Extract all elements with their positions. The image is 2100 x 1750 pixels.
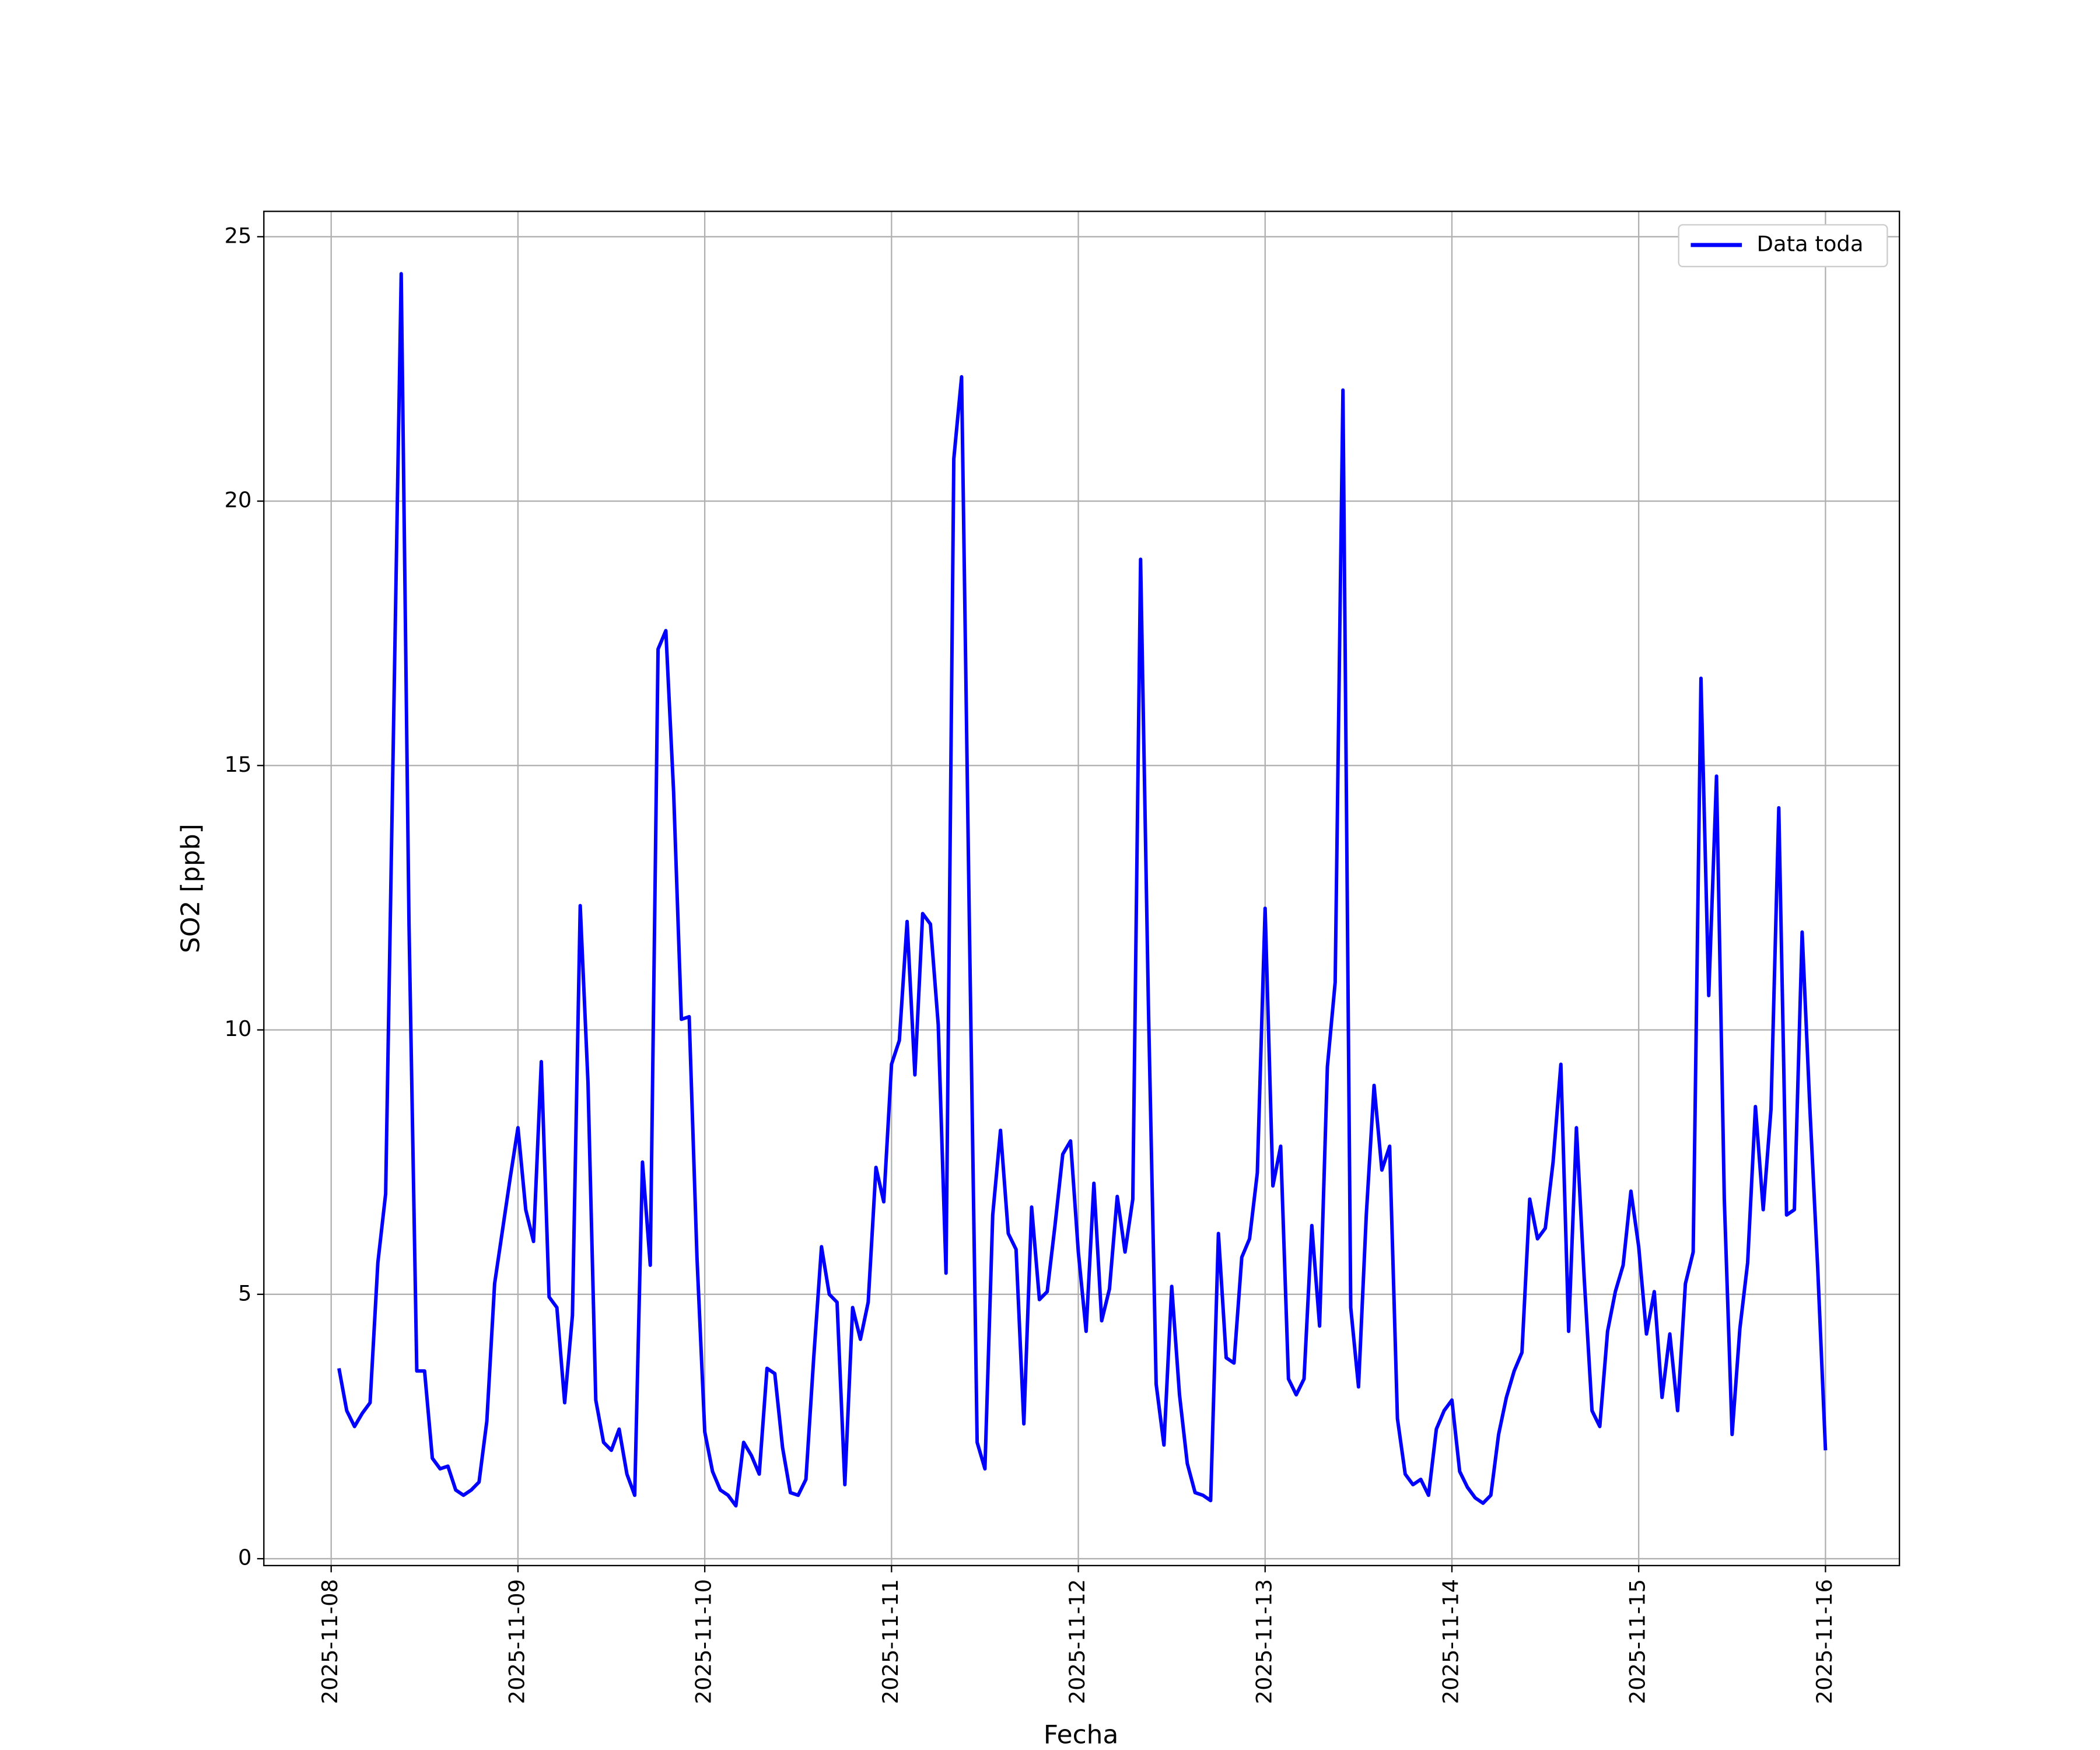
legend-box — [1678, 224, 1888, 268]
grid — [264, 211, 1900, 1566]
x-tick-label: 2025-11-13 — [1251, 1579, 1276, 1704]
y-tick-label: 15 — [225, 752, 252, 777]
line-series — [337, 272, 1828, 1508]
plot-frame — [263, 211, 1901, 1566]
x-axis-label: Fecha — [1044, 1720, 1119, 1749]
x-tick-label: 2025-11-14 — [1438, 1579, 1463, 1704]
x-tick-label: 2025-11-15 — [1625, 1579, 1650, 1704]
data — [337, 272, 1828, 1508]
y-tick-label: 25 — [225, 223, 252, 248]
x-tick-label: 2025-11-16 — [1812, 1579, 1837, 1704]
y-tick-label: 20 — [225, 488, 252, 513]
y-axis-label: SO2 [ppb] — [176, 824, 206, 953]
x-tick-label: 2025-11-11 — [878, 1579, 903, 1704]
legend: Data toda — [1678, 224, 1888, 268]
x-tick-label: 2025-11-12 — [1065, 1579, 1090, 1704]
x-tick-label: 2025-11-10 — [691, 1579, 716, 1704]
y-tick-label: 0 — [238, 1545, 251, 1570]
x-tick-label: 2025-11-08 — [317, 1579, 342, 1704]
y-tick-label: 5 — [238, 1280, 251, 1306]
x-tick-label: 2025-11-09 — [504, 1579, 529, 1704]
legend-label: Data toda — [1757, 232, 1864, 257]
y-tick-label: 10 — [225, 1016, 252, 1041]
